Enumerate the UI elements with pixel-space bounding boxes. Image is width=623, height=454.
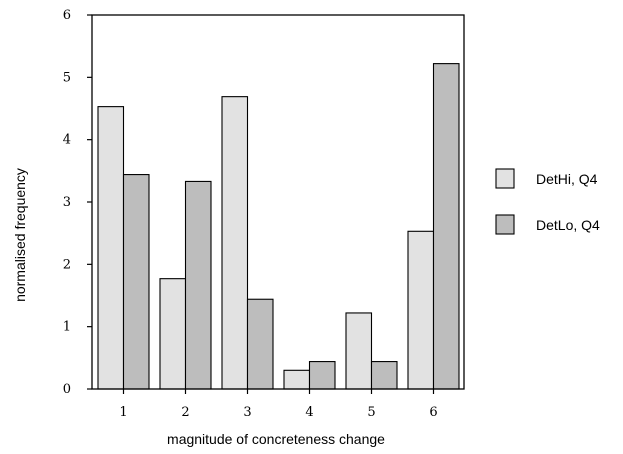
x-tick-label: 2 — [181, 405, 189, 420]
legend-label: DetLo, Q4 — [536, 217, 600, 233]
y-tick-label: 6 — [63, 8, 71, 23]
bar-series2-cat-2 — [184, 180, 212, 390]
legend-swatch — [495, 214, 515, 235]
y-tick-label: 0 — [63, 382, 71, 397]
x-tick-label: 5 — [367, 405, 375, 420]
bar-series1-cat-5 — [345, 312, 373, 390]
y-tick-label: 2 — [63, 257, 71, 272]
y-axis: 0 1 2 3 4 5 6 — [63, 8, 92, 397]
bar-series1-cat-4 — [283, 369, 311, 390]
y-tick-label: 4 — [63, 133, 71, 148]
y-tick-label: 5 — [63, 70, 71, 85]
y-axis-label: normalised frequency — [12, 168, 28, 302]
legend-label: DetHi, Q4 — [536, 171, 598, 187]
bars-layer — [97, 63, 460, 390]
legend: DetHi, Q4 DetLo, Q4 — [495, 168, 600, 235]
x-tick-label: 1 — [119, 405, 127, 420]
bar-series1-cat-1 — [97, 106, 125, 390]
x-tick-label: 6 — [429, 405, 437, 420]
bar-series2-cat-4 — [308, 361, 336, 390]
x-axis-label: magnitude of concreteness change — [167, 431, 385, 447]
bar-series2-cat-5 — [370, 361, 398, 390]
bar-series1-cat-6 — [407, 230, 435, 390]
x-tick-label: 4 — [305, 405, 313, 420]
bar-series2-cat-3 — [246, 298, 274, 390]
bar-series1-cat-2 — [159, 278, 187, 390]
bar-series2-cat-6 — [432, 63, 460, 390]
x-axis: 1 2 3 4 5 6 — [119, 389, 438, 420]
y-tick-label: 3 — [63, 195, 71, 210]
bar-series1-cat-3 — [221, 96, 249, 390]
bar-series2-cat-1 — [122, 174, 150, 390]
legend-swatch — [495, 168, 515, 189]
x-tick-label: 3 — [243, 405, 251, 420]
y-tick-label: 1 — [63, 320, 71, 335]
